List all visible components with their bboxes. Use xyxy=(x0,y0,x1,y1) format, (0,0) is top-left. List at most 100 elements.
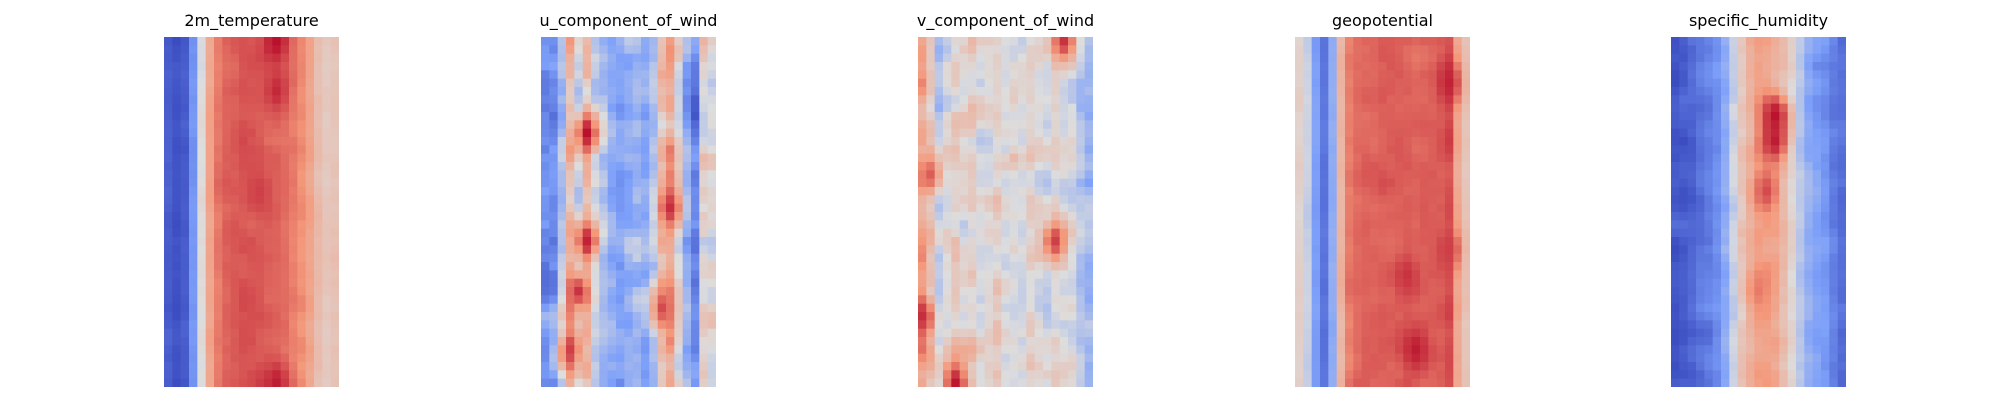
heatmap-cell xyxy=(1076,45,1086,55)
heatmap-cell xyxy=(289,70,298,80)
heatmap-cell xyxy=(557,212,567,221)
heatmap-cell xyxy=(1353,262,1363,271)
heatmap-cell xyxy=(591,195,600,205)
heatmap-cell xyxy=(1696,78,1705,88)
heatmap-cell xyxy=(255,220,265,230)
heatmap-cell xyxy=(541,220,550,230)
heatmap-cell xyxy=(993,262,1002,271)
heatmap-cell xyxy=(1320,137,1329,146)
heatmap-cell xyxy=(1353,203,1363,213)
heatmap-cell xyxy=(574,62,584,71)
heatmap-cell xyxy=(1411,145,1421,155)
heatmap-cell xyxy=(264,195,273,205)
heatmap-cell xyxy=(624,70,634,80)
heatmap-cell xyxy=(1837,53,1846,63)
heatmap-cell xyxy=(574,187,584,196)
heatmap-cell xyxy=(541,78,550,88)
heatmap-cell xyxy=(1311,295,1321,305)
heatmap-cell xyxy=(305,45,315,55)
heatmap-cell xyxy=(205,303,215,313)
heatmap-cell xyxy=(1837,170,1846,180)
heatmap-cell xyxy=(674,153,684,163)
heatmap-cell xyxy=(993,112,1002,121)
heatmap-cell xyxy=(1411,245,1421,255)
heatmap-cell xyxy=(1821,53,1830,63)
heatmap-cell xyxy=(280,62,290,71)
heatmap-cell xyxy=(1737,262,1747,271)
heatmap-cell xyxy=(1386,120,1396,130)
heatmap-cell xyxy=(682,320,692,330)
heatmap-cell xyxy=(707,178,716,188)
heatmap-cell xyxy=(1320,120,1329,130)
heatmap-cell xyxy=(214,170,223,180)
heatmap-cell xyxy=(205,337,215,346)
heatmap-cell xyxy=(1453,195,1463,205)
heatmap-cell xyxy=(189,137,198,146)
heatmap-cell xyxy=(968,95,977,105)
heatmap-cell xyxy=(1779,212,1789,221)
heatmap-cell xyxy=(541,70,550,80)
heatmap-cell xyxy=(959,103,969,113)
heatmap-cell xyxy=(1026,53,1036,63)
heatmap-cell xyxy=(222,253,232,263)
heatmap-cell xyxy=(943,37,952,46)
heatmap-cell xyxy=(1737,328,1747,338)
heatmap-cell xyxy=(616,245,625,255)
heatmap-cell xyxy=(1712,253,1722,263)
heatmap-cell xyxy=(599,170,609,180)
heatmap-cell xyxy=(205,103,215,113)
heatmap-cell xyxy=(1779,312,1789,321)
heatmap-cell xyxy=(255,62,265,71)
heatmap-cell xyxy=(1328,153,1338,163)
heatmap-cell xyxy=(582,337,592,346)
heatmap-cell xyxy=(674,78,684,88)
heatmap-cell xyxy=(649,162,659,171)
heatmap-cell xyxy=(180,37,190,46)
heatmap-cell xyxy=(1336,212,1346,221)
heatmap-cell xyxy=(247,237,257,246)
heatmap-cell xyxy=(959,212,969,221)
heatmap-cell xyxy=(1303,245,1313,255)
heatmap-cell xyxy=(222,170,232,180)
heatmap-cell xyxy=(1779,287,1789,296)
heatmap-cell xyxy=(205,278,215,288)
heatmap-cell xyxy=(1386,378,1396,387)
heatmap-cell xyxy=(1787,95,1797,105)
heatmap-cell xyxy=(1059,212,1069,221)
heatmap-cell xyxy=(1411,303,1421,313)
heatmap-cell xyxy=(1336,245,1346,255)
heatmap-cell xyxy=(1353,195,1363,205)
panel-specific-humidity: specific_humidity xyxy=(1671,0,1846,400)
heatmap-cell xyxy=(649,137,659,146)
heatmap-cell xyxy=(1026,95,1036,105)
heatmap-cell xyxy=(1378,262,1388,271)
heatmap-cell xyxy=(1043,328,1052,338)
heatmap-cell xyxy=(607,287,617,296)
heatmap-cell xyxy=(1671,295,1680,305)
heatmap-cell xyxy=(1420,137,1429,146)
heatmap-cell xyxy=(230,378,240,387)
heatmap-cell xyxy=(1436,353,1446,363)
heatmap-cell xyxy=(1779,245,1789,255)
heatmap-cell xyxy=(255,320,265,330)
heatmap-cell xyxy=(557,53,567,63)
heatmap-cell xyxy=(1353,312,1363,321)
heatmap-cell xyxy=(926,203,936,213)
heatmap-cell xyxy=(1453,45,1463,55)
heatmap-cell xyxy=(172,45,182,55)
heatmap-cell xyxy=(1704,112,1714,121)
heatmap-cell xyxy=(707,303,716,313)
heatmap-cell xyxy=(197,87,207,96)
heatmap-cell xyxy=(1687,162,1697,171)
heatmap-cell xyxy=(239,120,248,130)
heatmap-cell xyxy=(1737,87,1747,96)
heatmap-cell xyxy=(1361,212,1371,221)
heatmap-cell xyxy=(1428,303,1438,313)
heatmap-cell xyxy=(591,378,600,387)
heatmap-cell xyxy=(1746,378,1755,387)
heatmap-cell xyxy=(1428,195,1438,205)
heatmap-cell xyxy=(993,178,1002,188)
heatmap-cell xyxy=(674,287,684,296)
heatmap-cell xyxy=(1687,278,1697,288)
heatmap-cell xyxy=(984,287,994,296)
